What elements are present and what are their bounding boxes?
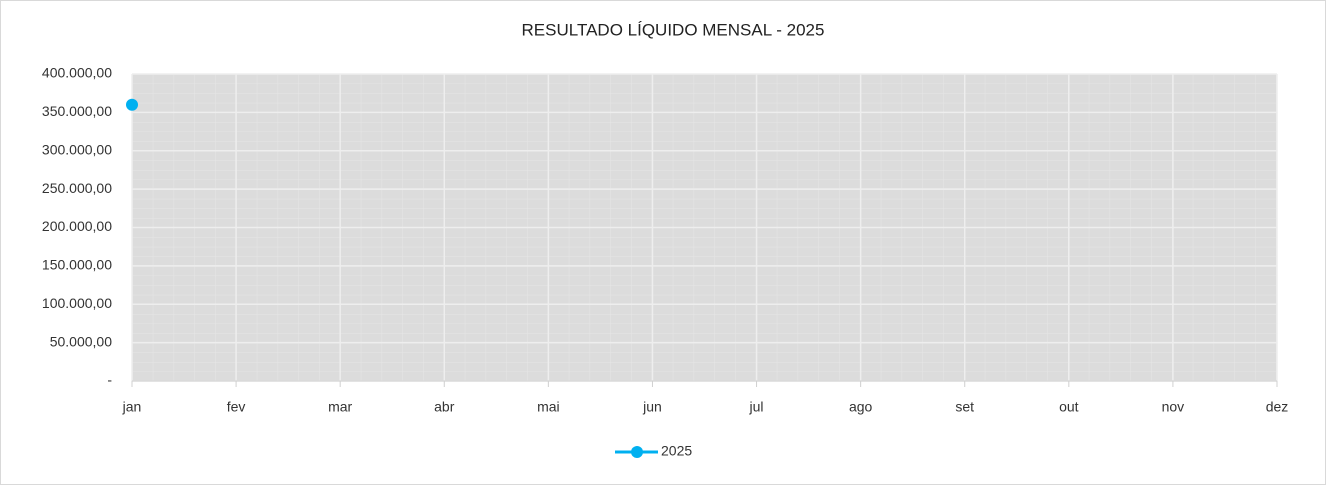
x-tick-label: jun <box>642 399 662 415</box>
x-tick-label: out <box>1059 399 1079 415</box>
x-tick-label: jul <box>749 399 764 415</box>
legend-marker <box>631 446 643 458</box>
data-point <box>126 98 138 111</box>
y-tick-label: 150.000,00 <box>42 257 112 273</box>
y-tick-label: 350.000,00 <box>42 103 112 119</box>
y-tick-label: 400.000,00 <box>42 65 112 81</box>
y-tick-label: 250.000,00 <box>42 180 112 196</box>
x-tick-label: mar <box>328 399 352 415</box>
x-tick-label: fev <box>227 399 246 415</box>
y-tick-label: - <box>107 372 112 388</box>
x-tick-label: abr <box>434 399 455 415</box>
x-tick-label: ago <box>849 399 873 415</box>
x-tick-label: dez <box>1266 399 1289 415</box>
x-tick-label: mai <box>537 399 560 415</box>
x-tick-label: nov <box>1162 399 1185 415</box>
y-tick-label: 200.000,00 <box>42 218 112 234</box>
x-tick-label: jan <box>122 399 142 415</box>
y-tick-label: 50.000,00 <box>50 333 112 349</box>
y-tick-label: 100.000,00 <box>42 295 112 311</box>
x-tick-label: set <box>955 399 974 415</box>
y-tick-label: 300.000,00 <box>42 141 112 157</box>
chart-title: RESULTADO LÍQUIDO MENSAL - 2025 <box>522 20 825 39</box>
legend-label: 2025 <box>661 443 692 459</box>
